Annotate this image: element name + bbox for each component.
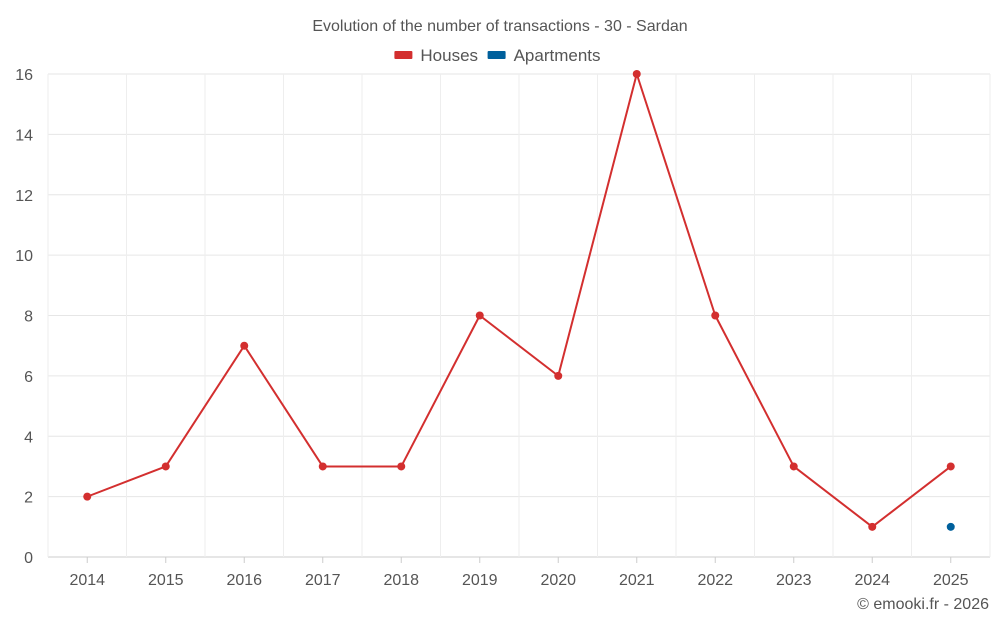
x-tick-label: 2021	[619, 572, 655, 589]
footer-credit: © emooki.fr - 2026	[857, 596, 989, 613]
data-point-houses-2020[interactable]	[554, 371, 563, 380]
x-tick-label: 2016	[226, 572, 262, 589]
data-point-houses-2019[interactable]	[475, 311, 484, 320]
x-tick-label: 2024	[854, 572, 890, 589]
y-tick-label: 8	[24, 309, 33, 326]
series-line-houses	[86, 73, 952, 528]
x-tick-label: 2022	[697, 572, 733, 589]
x-tick-label: 2015	[148, 572, 184, 589]
x-tick-label: 2020	[540, 572, 576, 589]
x-tick-label: 2025	[933, 572, 969, 589]
y-axis-ticks: 0 2 4 6 8 10 12 14 16	[15, 67, 33, 567]
data-point-houses-2024[interactable]	[868, 522, 877, 531]
y-tick-label: 16	[15, 67, 33, 84]
y-tick-label: 2	[24, 490, 33, 507]
legend-item-houses[interactable]: Houses	[394, 46, 478, 65]
x-tick-label: 2018	[383, 572, 419, 589]
data-point-houses-2021[interactable]	[632, 70, 641, 78]
y-tick-label: 6	[24, 369, 33, 386]
data-point-houses-2023[interactable]	[789, 462, 798, 471]
data-point-houses-2017[interactable]	[318, 462, 327, 471]
legend-item-apartments[interactable]: Apartments	[487, 46, 601, 65]
data-point-houses-2025[interactable]	[946, 462, 955, 471]
legend: Houses Apartments	[394, 46, 601, 65]
grid	[47, 73, 991, 558]
y-tick-label: 0	[24, 550, 33, 567]
y-tick-label: 12	[15, 188, 33, 205]
y-tick-label: 14	[15, 127, 33, 144]
legend-label: Apartments	[514, 46, 601, 65]
series-layer	[83, 70, 955, 531]
data-point-houses-2015[interactable]	[161, 462, 170, 471]
data-point-houses-2018[interactable]	[397, 462, 406, 471]
legend-swatch	[487, 51, 506, 59]
x-tick-label: 2014	[69, 572, 105, 589]
data-point-houses-2022[interactable]	[711, 311, 720, 320]
data-point-apartments-2025[interactable]	[946, 522, 955, 531]
x-tick-label: 2017	[305, 572, 341, 589]
chart-title: Evolution of the number of transactions …	[312, 18, 687, 35]
data-point-houses-2016[interactable]	[240, 341, 249, 350]
legend-label: Houses	[420, 46, 478, 65]
x-tick-label: 2023	[776, 572, 812, 589]
x-axis-ticks: 2014 2015 2016 2017 2018 2019 2020 2021 2022 2023…	[69, 557, 969, 589]
y-tick-label: 4	[24, 429, 33, 446]
x-tick-label: 2019	[462, 572, 498, 589]
y-tick-label: 10	[15, 248, 33, 265]
data-point-houses-2014[interactable]	[83, 492, 92, 501]
legend-swatch	[394, 51, 413, 59]
